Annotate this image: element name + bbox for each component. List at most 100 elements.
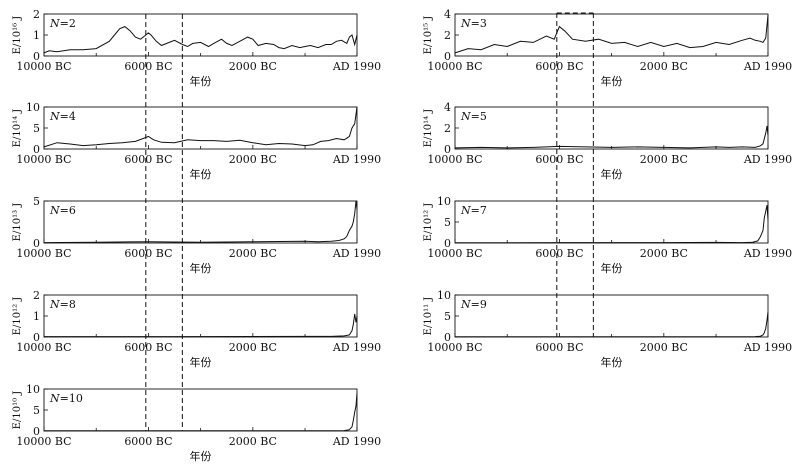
y-tick-label: 0 (33, 331, 40, 344)
x-tick-label: 2000 BC (229, 153, 277, 166)
x-tick-label: AD 1990 (332, 341, 381, 354)
x-tick-label: AD 1990 (332, 153, 381, 166)
y-axis-label: E/10¹³ J (12, 203, 23, 242)
n-symbol: N (460, 204, 471, 217)
y-tick-label: 0 (33, 237, 40, 250)
n-value: =10 (60, 392, 83, 405)
x-tick-label: 10000 BC (427, 60, 482, 73)
n-label: N=4 (49, 110, 76, 123)
x-tick-label: 2000 BC (640, 153, 688, 166)
x-tick-label: 6000 BC (535, 247, 583, 260)
n-label: N=9 (460, 298, 487, 311)
n-symbol: N (49, 204, 60, 217)
y-tick-label: 5 (444, 216, 451, 229)
x-tick-label: 6000 BC (535, 60, 583, 73)
y-tick-label: 2 (444, 122, 451, 135)
x-tick-label: 2000 BC (640, 341, 688, 354)
plot-frame (454, 294, 769, 338)
n-value: =2 (60, 17, 76, 30)
n-symbol: N (460, 298, 471, 311)
y-tick-label: 5 (33, 195, 40, 208)
y-tick-label: 10 (437, 195, 451, 208)
x-axis-label: 年份 (190, 167, 212, 181)
y-axis-label: E/10¹² J (423, 203, 434, 242)
plot-frame (43, 13, 358, 57)
y-axis-label: E/10¹⁴ J (12, 109, 23, 148)
y-tick-label: 0 (444, 331, 451, 344)
y-tick-label: 4 (444, 101, 451, 114)
x-tick-label: 2000 BC (229, 341, 277, 354)
n-label: N=6 (49, 204, 76, 217)
n-value: =3 (471, 17, 487, 30)
series-line (43, 26, 358, 54)
y-tick-label: 0 (33, 143, 40, 156)
plot-frame (454, 200, 769, 244)
n-symbol: N (49, 17, 60, 30)
n-value: =5 (471, 110, 487, 123)
x-tick-label: 10000 BC (427, 247, 482, 260)
x-tick-label: 10000 BC (16, 153, 71, 166)
n-symbol: N (49, 298, 60, 311)
x-axis-label: 年份 (190, 261, 212, 275)
y-tick-label: 0 (33, 425, 40, 438)
y-tick-label: 4 (444, 8, 451, 21)
x-axis-label: 年份 (601, 261, 623, 275)
x-tick-label: 6000 BC (124, 60, 172, 73)
n-symbol: N (460, 110, 471, 123)
y-tick-label: 0 (444, 50, 451, 63)
n-label: N=7 (460, 204, 487, 217)
y-tick-label: 2 (33, 8, 40, 21)
x-axis-label: 年份 (601, 355, 623, 369)
n-label: N=2 (49, 17, 76, 30)
y-tick-label: 5 (33, 122, 40, 135)
series-line (454, 205, 769, 244)
x-tick-label: AD 1990 (743, 247, 792, 260)
x-tick-label: 6000 BC (124, 435, 172, 448)
panel-3: 0 5 10 10000 BC 6000 BC 2000 BC AD 1990 年份 E/10¹… (12, 101, 381, 181)
x-tick-label: AD 1990 (332, 60, 381, 73)
y-axis-label: E/10¹¹ J (423, 297, 434, 336)
plot-frame (43, 106, 358, 150)
x-tick-label: 6000 BC (124, 247, 172, 260)
y-tick-label: 0 (444, 237, 451, 250)
n-value: =7 (471, 204, 487, 217)
x-tick-label: 6000 BC (124, 341, 172, 354)
panel-8: 0 5 10 10000 BC 6000 BC 2000 BC AD 1990 年份 E/10¹… (423, 289, 792, 369)
n-symbol: N (49, 392, 60, 405)
y-axis-label: E/10¹⁴ J (423, 109, 434, 148)
x-tick-label: 2000 BC (229, 435, 277, 448)
x-tick-label: AD 1990 (743, 153, 792, 166)
plot-frame (43, 388, 358, 432)
series-line (44, 313, 358, 338)
series-line (454, 15, 769, 54)
n-value: =4 (60, 110, 76, 123)
panel-7: 0 1 2 10000 BC 6000 BC 2000 BC AD 1990 年份 E/10¹²… (12, 289, 381, 369)
x-tick-label: 10000 BC (16, 435, 71, 448)
series-line (455, 311, 769, 338)
x-tick-label: 6000 BC (535, 153, 583, 166)
y-tick-label: 10 (26, 101, 40, 114)
y-tick-label: 2 (444, 29, 451, 42)
x-tick-label: 10000 BC (16, 341, 71, 354)
series-line (43, 200, 358, 244)
y-tick-label: 1 (33, 310, 40, 323)
y-axis-label: E/10¹² J (12, 297, 23, 336)
y-axis-label: E/10¹⁶ J (12, 16, 23, 55)
y-tick-label: 0 (33, 50, 40, 63)
x-tick-label: 10000 BC (427, 341, 482, 354)
x-tick-label: AD 1990 (332, 435, 381, 448)
y-axis-label: E/10¹⁵ J (423, 16, 434, 55)
n-label: N=10 (49, 392, 83, 405)
x-axis-label: 年份 (190, 74, 212, 88)
panel-9: 0 5 10 10000 BC 6000 BC 2000 BC AD 1990 年份 E/10¹… (12, 383, 381, 463)
y-axis-label: E/10¹⁰ J (12, 391, 23, 430)
plot-frame (454, 13, 769, 57)
n-value: =6 (60, 204, 76, 217)
panel-2: 0 2 4 10000 BC 6000 BC 2000 BC AD 1990 年份 E/10¹⁵… (423, 8, 792, 88)
y-tick-label: 0 (444, 143, 451, 156)
panel-5: 0 5 10000 BC 6000 BC 2000 BC AD 1990 年份 E/10¹³ … (12, 195, 381, 275)
x-axis-label: 年份 (601, 74, 623, 88)
y-tick-label: 2 (33, 289, 40, 302)
x-tick-label: 6000 BC (535, 341, 583, 354)
